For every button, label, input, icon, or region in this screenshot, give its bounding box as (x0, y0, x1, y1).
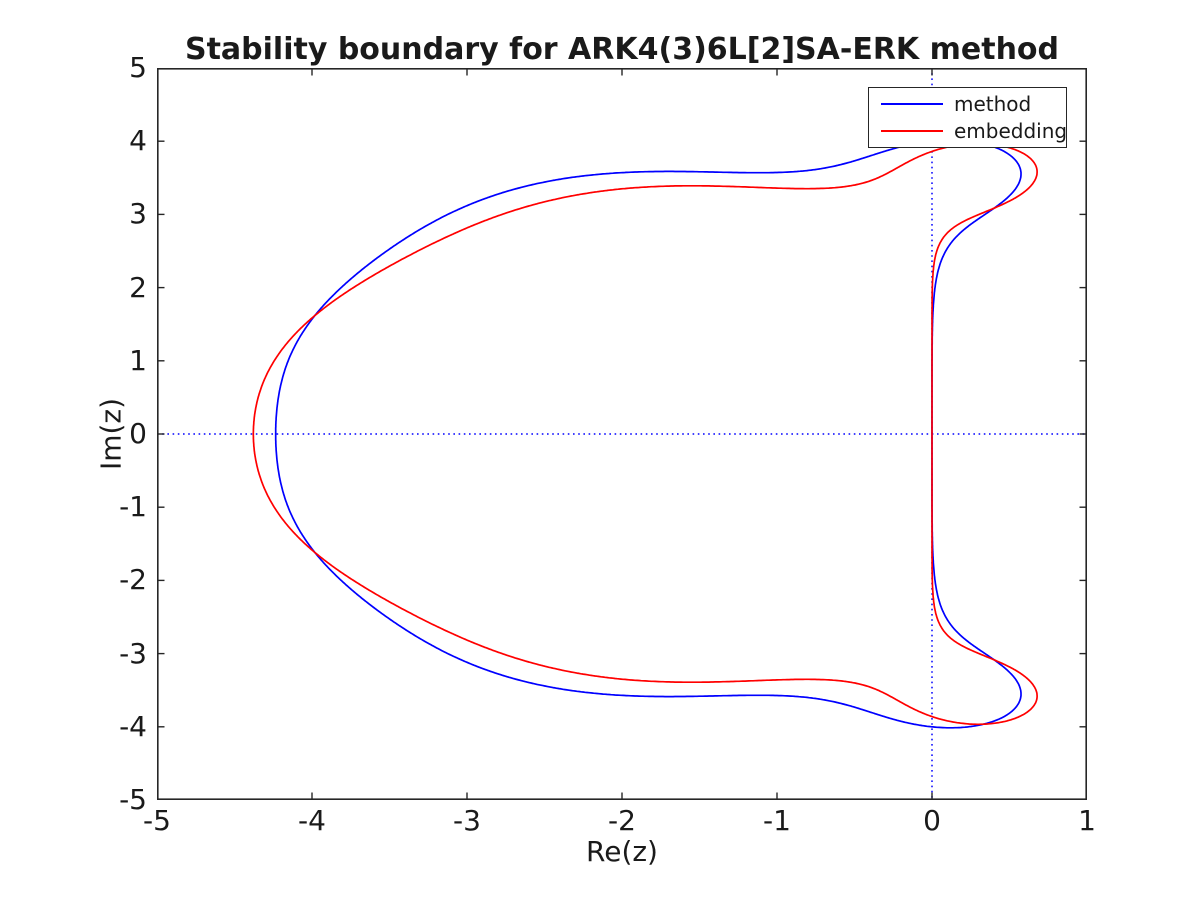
y-tick-label: 0 (129, 417, 147, 450)
x-axis-label: Re(z) (586, 835, 658, 868)
y-tick-label: -1 (119, 490, 147, 524)
legend-label-method: method (954, 91, 1032, 116)
y-tick-label: -5 (119, 783, 147, 816)
curve-method (274, 139, 1022, 729)
x-tick-label: -5 (143, 804, 171, 837)
y-tick-label: 2 (129, 270, 147, 304)
x-tick-label: 1 (1078, 804, 1096, 837)
y-tick-label: -3 (119, 636, 147, 670)
y-tick-label: 5 (129, 51, 147, 84)
y-tick-label: 4 (129, 124, 147, 158)
legend-item-embedding: embedding (869, 117, 1068, 144)
y-tick-label: 3 (129, 197, 147, 231)
y-tick-label: 1 (129, 343, 147, 377)
legend-item-method: method (869, 90, 1066, 117)
x-tick-label: -3 (453, 804, 481, 837)
legend-line-sample-embedding (881, 129, 943, 132)
x-tick-label: -2 (608, 804, 636, 837)
x-tick-label: -4 (298, 804, 326, 837)
x-tick-label: -1 (763, 804, 791, 837)
chart-title: Stability boundary for ARK4(3)6L[2]SA-ER… (184, 32, 1060, 67)
y-tick-label: -2 (119, 563, 147, 597)
legend-line-sample-method (881, 102, 943, 105)
curve-embedding (252, 142, 1038, 726)
x-tick-label: 0 (923, 804, 941, 837)
plot-area (157, 68, 1087, 800)
axes-frame (157, 68, 1087, 800)
legend-label-embedding: embedding (954, 118, 1068, 143)
legend: method embedding (868, 87, 1067, 148)
y-tick-label: -4 (119, 709, 147, 743)
